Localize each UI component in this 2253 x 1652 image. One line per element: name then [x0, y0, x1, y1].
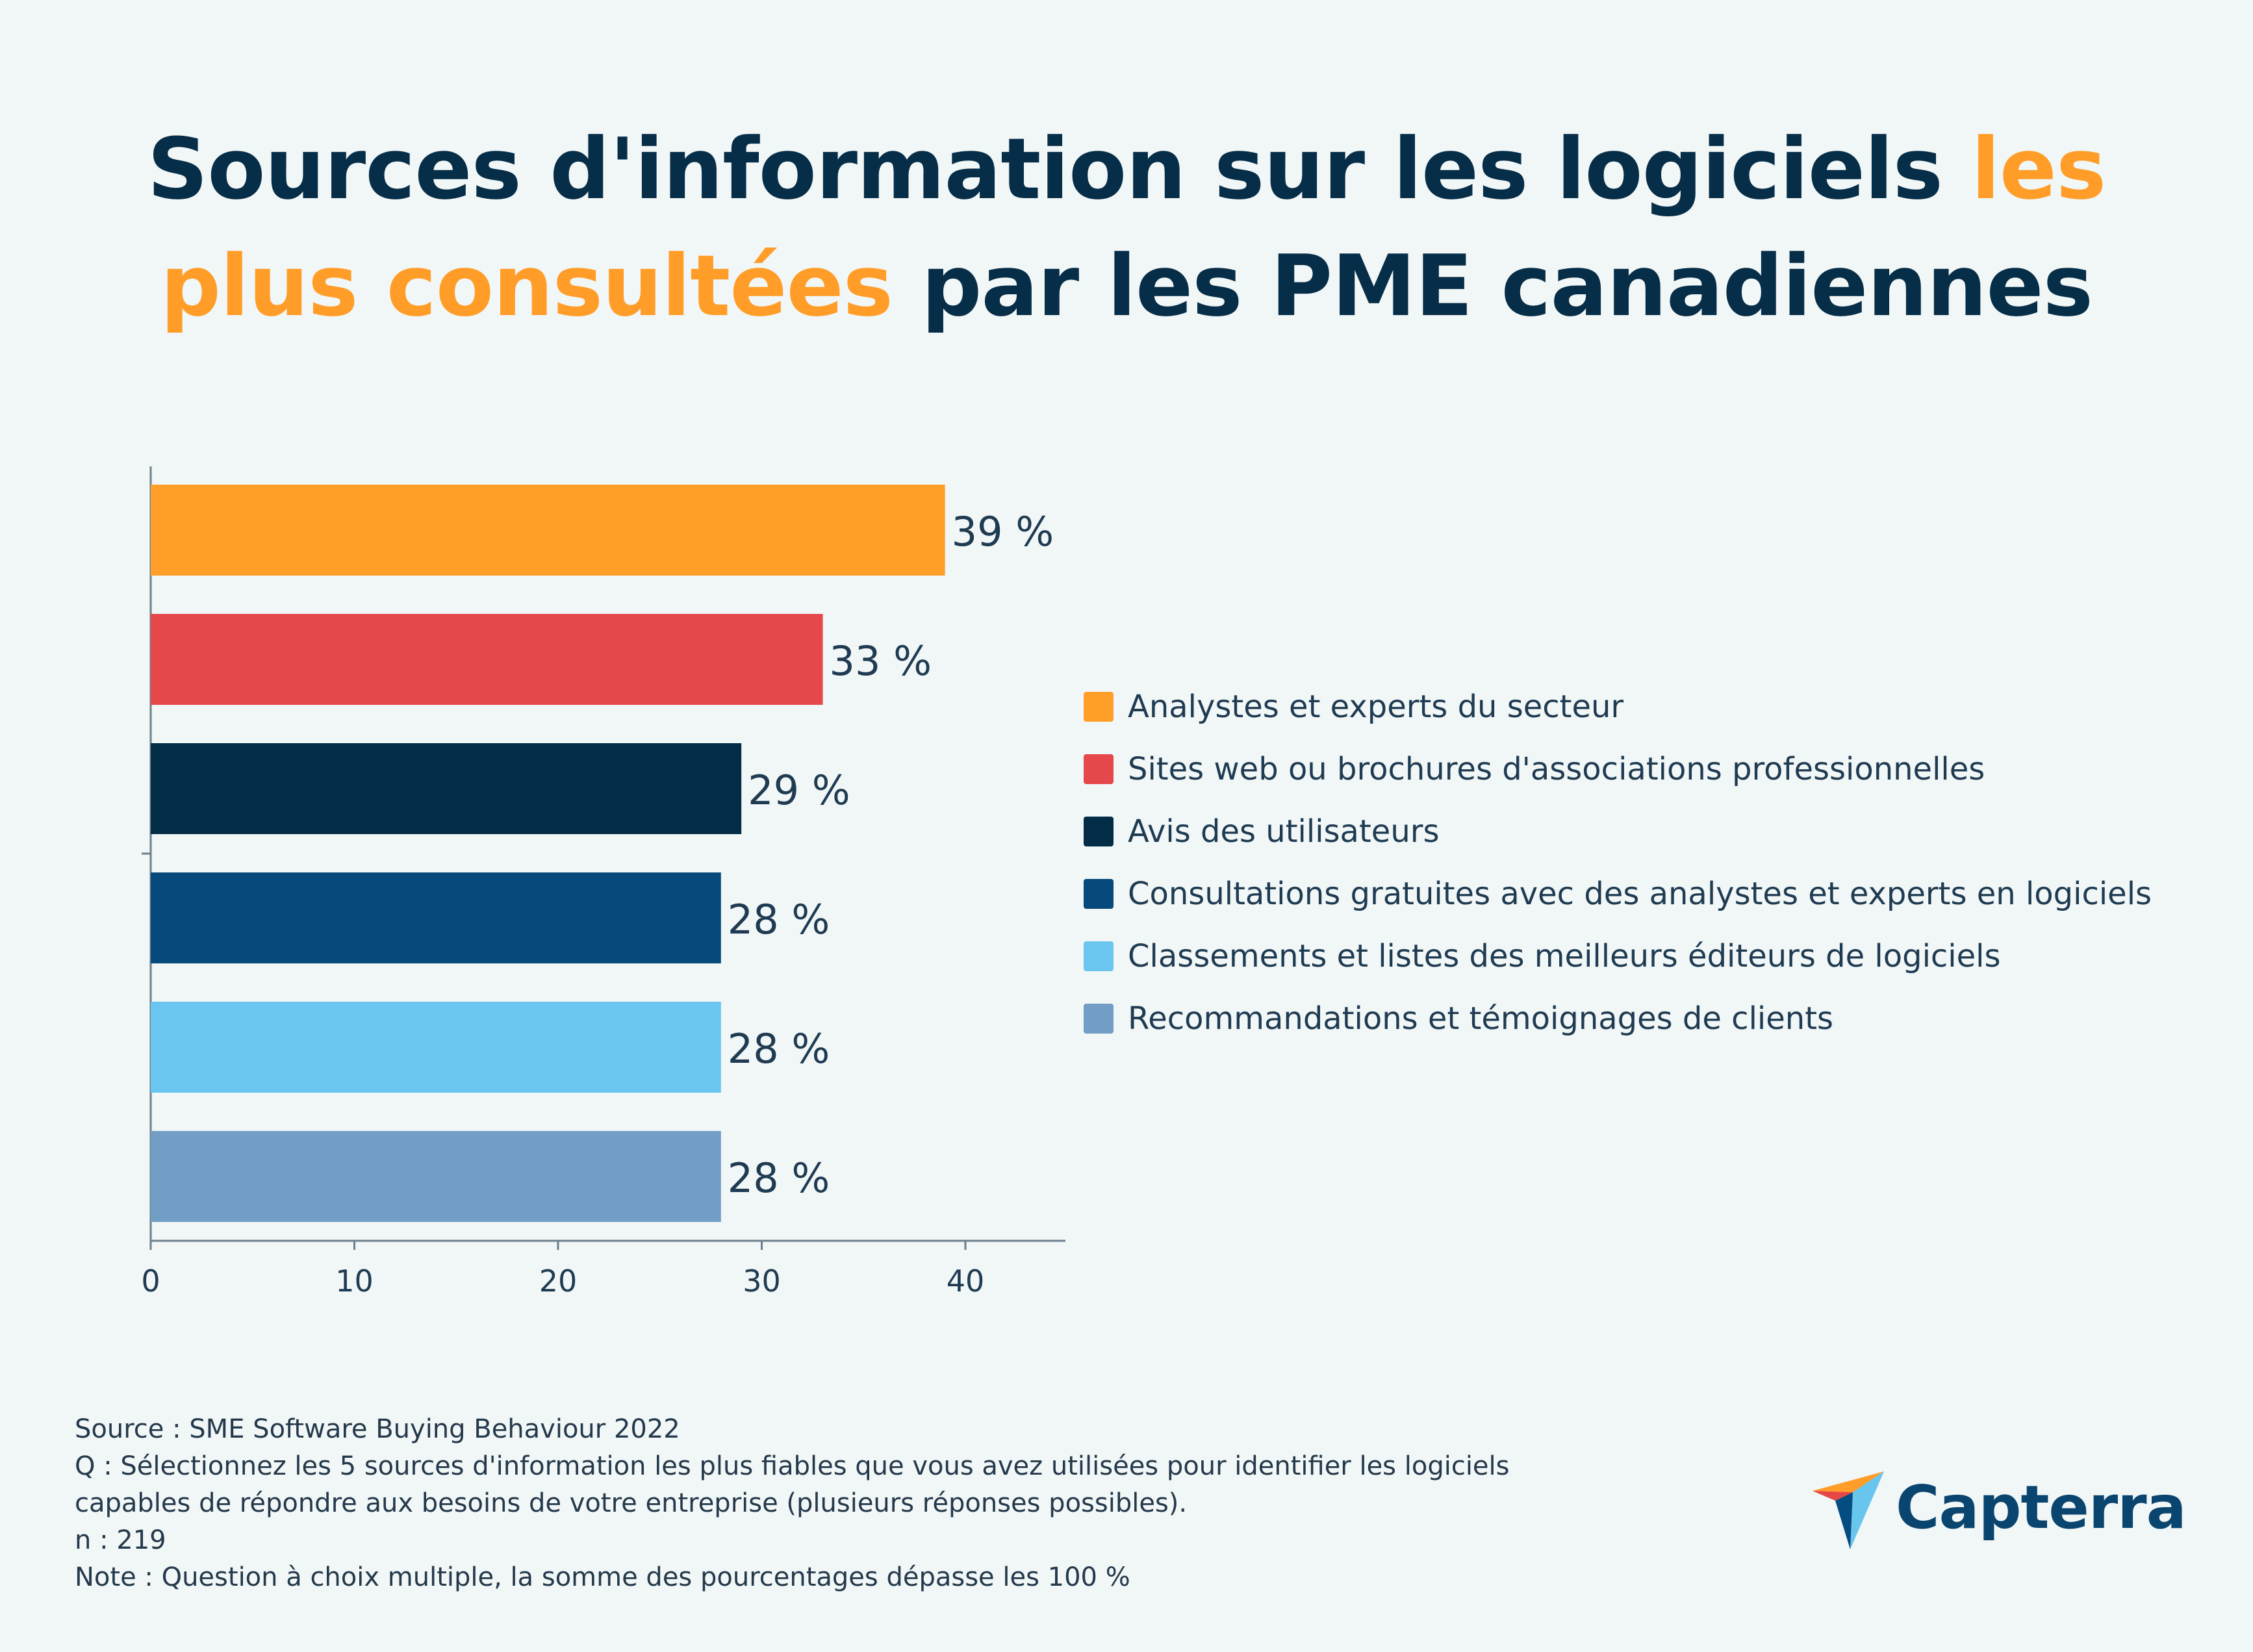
legend-swatch [1084, 692, 1114, 722]
legend-item: Classements et listes des meilleurs édit… [1084, 925, 2152, 987]
bar-value-label: 29 % [748, 767, 850, 814]
bar [151, 485, 945, 576]
legend-swatch [1084, 817, 1114, 846]
title-part2: par les PME canadiennes [893, 236, 2093, 335]
question-note-line1: Q : Sélectionnez les 5 sources d'informa… [75, 1451, 1510, 1481]
bar-value-label: 28 % [728, 1154, 830, 1202]
x-tick-label: 40 [947, 1264, 985, 1299]
title-highlight-b: plus consultées [160, 236, 893, 335]
capterra-arrow-icon [1813, 1471, 1884, 1549]
bar [151, 1002, 721, 1093]
legend-item: Sites web ou brochures d'associations pr… [1084, 738, 2152, 800]
legend-label: Consultations gratuites avec des analyst… [1128, 876, 2152, 912]
legend-item: Consultations gratuites avec des analyst… [1084, 863, 2152, 925]
legend-label: Classements et listes des meilleurs édit… [1128, 938, 2001, 974]
bar [151, 872, 721, 963]
source-note: Source : SME Software Buying Behaviour 2… [75, 1414, 680, 1444]
legend-swatch [1084, 754, 1114, 784]
bar-value-label: 28 % [728, 1025, 830, 1073]
capterra-wordmark: Capterra [1896, 1472, 2187, 1542]
x-tick-label: 30 [743, 1264, 781, 1299]
bar-value-label: 39 % [952, 508, 1054, 555]
chart-title: Sources d'information sur les logiciels … [0, 110, 2253, 344]
bar [151, 614, 823, 705]
question-note-line2: capables de répondre aux besoins de votr… [75, 1488, 1188, 1518]
legend-swatch [1084, 1004, 1114, 1034]
x-tick-label: 20 [539, 1264, 578, 1299]
bar [151, 743, 742, 834]
bar-value-label: 33 % [830, 637, 932, 685]
legend-item: Analystes et experts du secteur [1084, 676, 2152, 738]
legend-item: Avis des utilisateurs [1084, 800, 2152, 863]
chart-legend: Analystes et experts du secteur Sites web… [1084, 676, 2152, 1050]
bar [151, 1131, 721, 1222]
legend-label: Recommandations et témoignages de client… [1128, 1000, 1834, 1037]
multiple-choice-note: Note : Question à choix multiple, la som… [75, 1562, 1130, 1592]
legend-swatch [1084, 879, 1114, 909]
legend-swatch [1084, 941, 1114, 971]
legend-label: Avis des utilisateurs [1128, 813, 1440, 850]
legend-item: Recommandations et témoignages de client… [1084, 987, 2152, 1050]
legend-label: Analystes et experts du secteur [1128, 689, 1624, 725]
sample-size-note: n : 219 [75, 1525, 166, 1555]
bar-value-label: 28 % [728, 896, 830, 943]
x-tick-label: 0 [141, 1264, 160, 1299]
capterra-logo: Capterra [1813, 1465, 2187, 1549]
title-part1: Sources d'information sur les logiciels [147, 120, 1972, 218]
legend-label: Sites web ou brochures d'associations pr… [1128, 751, 1985, 787]
title-highlight-a: les [1971, 120, 2106, 218]
footnotes: Source : SME Software Buying Behaviour 2… [75, 1411, 1699, 1596]
x-tick-label: 10 [335, 1264, 374, 1299]
